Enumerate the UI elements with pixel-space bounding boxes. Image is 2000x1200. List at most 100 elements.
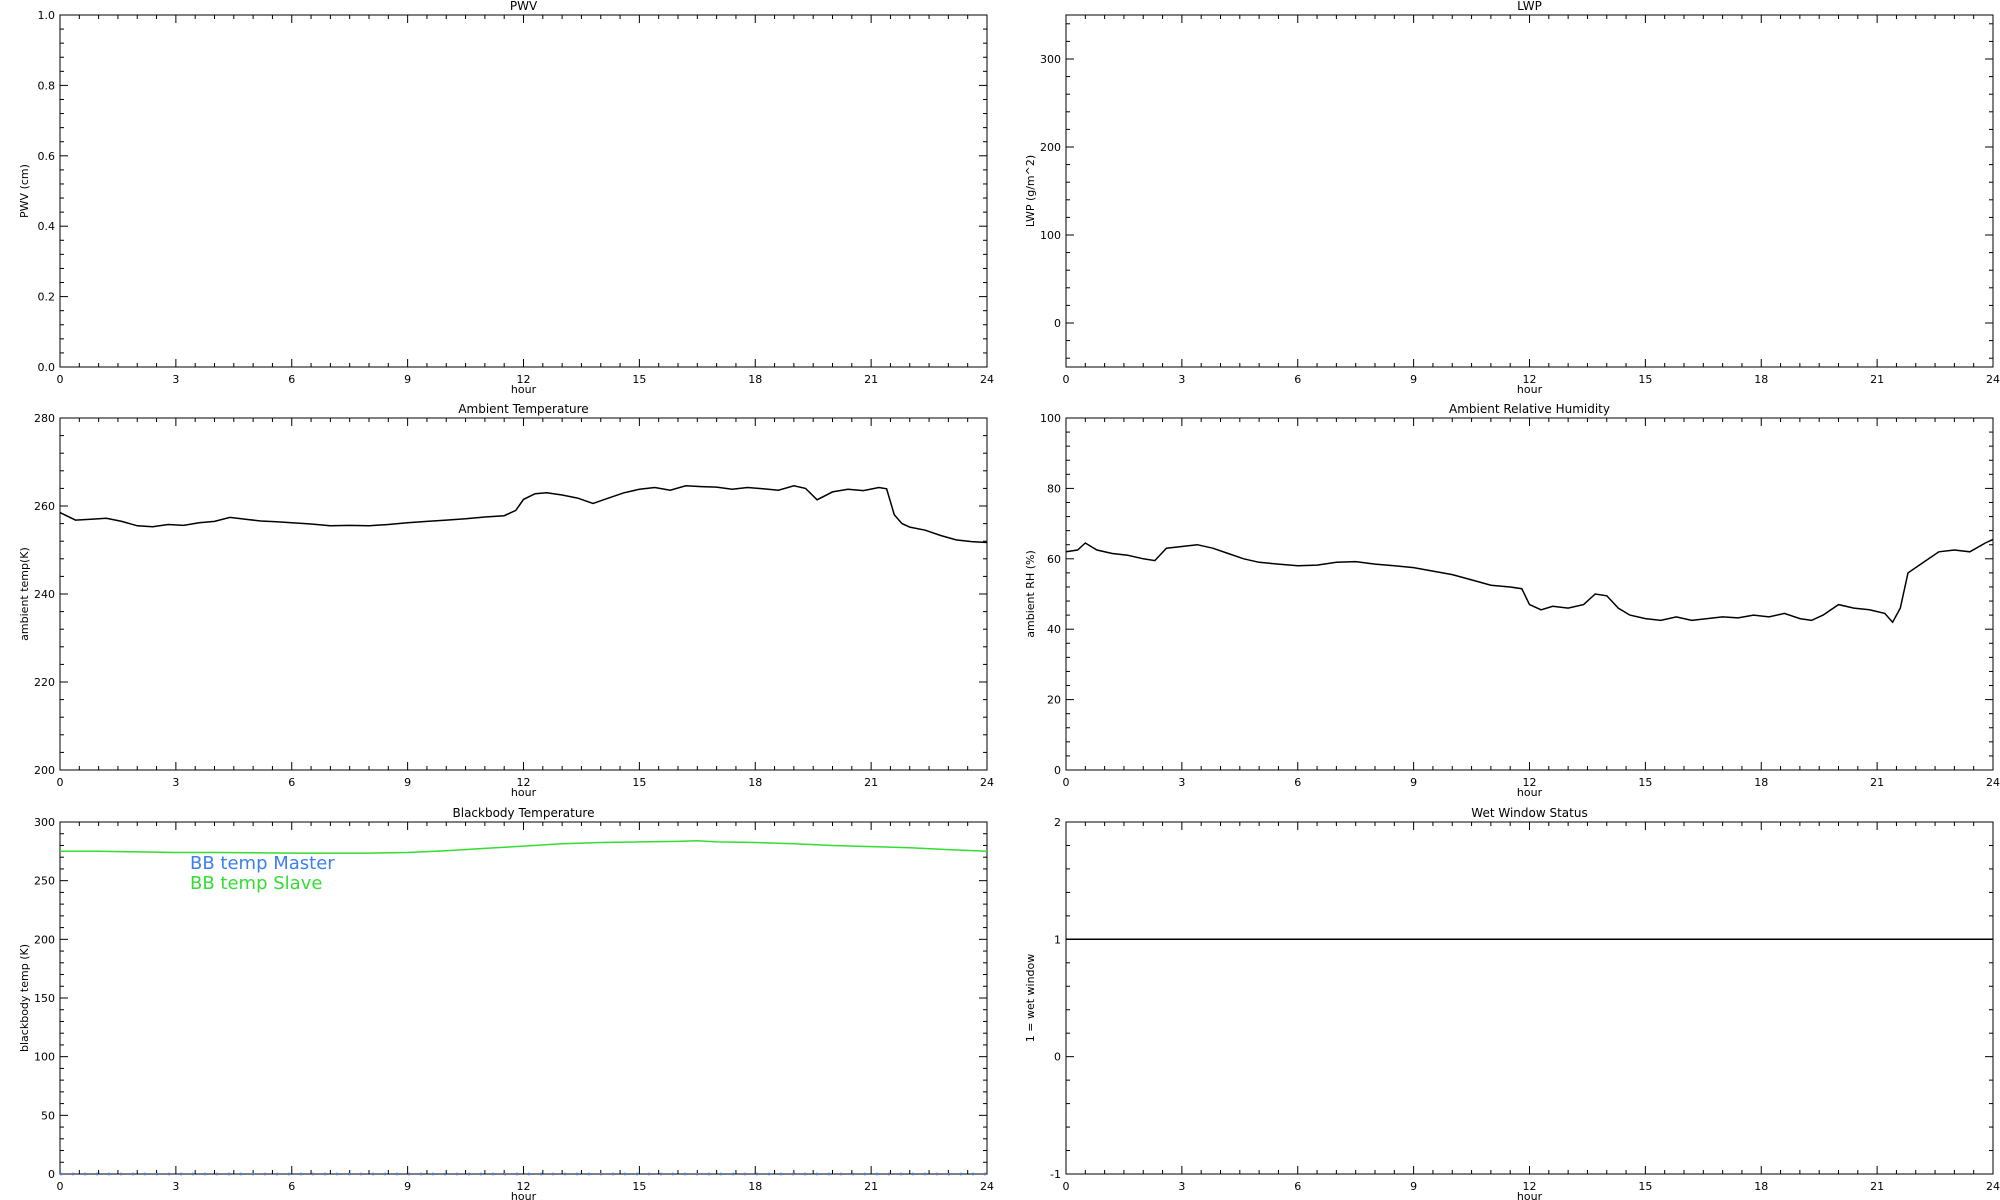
wet-window-status-x-tick-label: 24 [1986,1180,2000,1193]
wet-window-status-y-tick-label: 1 [1054,933,1061,946]
blackbody-temperature-y-tick-label: 0 [48,1168,55,1181]
ambient-relative-humidity-x-tick-label: 9 [1410,776,1417,789]
wet-window-status-y-axis-label: 1 = wet window [1024,954,1037,1043]
ambient-relative-humidity-x-tick-label: 0 [1063,776,1070,789]
ambient-temperature-y-tick-label: 260 [34,500,55,513]
ambient-relative-humidity-y-tick-label: 40 [1047,623,1061,636]
ambient-relative-humidity-series-0-line [1065,538,1994,624]
wet-window-status-x-tick-label: 21 [1870,1180,1884,1193]
legend-entry-bb-temp-slave: BB temp Slave [190,873,322,894]
wet-window-status-x-tick-label: 3 [1178,1180,1185,1193]
lwp-y-tick-label: 100 [1040,229,1061,242]
blackbody-temperature-x-tick-label: 18 [748,1180,762,1193]
ambient-temperature-plot-frame [59,417,988,771]
blackbody-temperature-y-axis-label: blackbody temp (K) [18,944,31,1052]
blackbody-temperature-x-tick-label: 24 [980,1180,994,1193]
blackbody-temperature-x-axis-label: hour [511,1190,537,1200]
wet-window-status-y-tick-label: 0 [1054,1051,1061,1064]
lwp-y-tick-label: 200 [1040,141,1061,154]
lwp-x-tick-label: 15 [1638,373,1652,386]
pwv-x-tick-label: 18 [748,373,762,386]
ambient-temperature-y-axis-label: ambient temp(K) [18,547,31,641]
pwv-x-tick-label: 9 [404,373,411,386]
ambient-temperature-title: Ambient Temperature [458,402,588,416]
pwv-y-tick-label: 0.8 [38,79,56,92]
lwp-x-tick-label: 12 [1523,373,1537,386]
pwv-x-tick-label: 0 [57,373,64,386]
ambient-temperature-x-tick-label: 24 [980,776,994,789]
wet-window-status-x-tick-label: 12 [1523,1180,1537,1193]
ambient-temperature-x-tick-label: 9 [404,776,411,789]
blackbody-temperature-y-tick-label: 300 [34,816,55,829]
ambient-relative-humidity-x-tick-label: 3 [1178,776,1185,789]
pwv-y-tick-label: 1.0 [38,9,56,22]
lwp-x-tick-label: 21 [1870,373,1884,386]
wet-window-status-x-tick-label: 15 [1638,1180,1652,1193]
ambient-relative-humidity-title: Ambient Relative Humidity [1449,402,1610,416]
pwv-x-axis-label: hour [511,383,537,396]
ambient-relative-humidity-x-tick-label: 6 [1294,776,1301,789]
ambient-relative-humidity-y-tick-label: 100 [1040,412,1061,425]
lwp-plot-frame [1065,14,1994,368]
lwp-x-tick-label: 24 [1986,373,2000,386]
ambient-relative-humidity-x-tick-label: 24 [1986,776,2000,789]
ambient-temperature-y-tick-label: 240 [34,588,55,601]
pwv-x-tick-label: 12 [517,373,531,386]
blackbody-temperature-y-tick-label: 250 [34,875,55,888]
lwp-x-tick-label: 18 [1754,373,1768,386]
lwp-y-tick-label: 300 [1040,53,1061,66]
wet-window-status-x-axis-label: hour [1517,1190,1543,1200]
ambient-relative-humidity-x-tick-label: 15 [1638,776,1652,789]
wet-window-status-plot-frame [1065,821,1994,1175]
wet-window-status-x-tick-label: 6 [1294,1180,1301,1193]
lwp-x-tick-label: 0 [1063,373,1070,386]
blackbody-temperature-x-tick-label: 12 [517,1180,531,1193]
ambient-temperature-x-tick-label: 18 [748,776,762,789]
blackbody-temperature-x-tick-label: 15 [632,1180,646,1193]
legend-entry-bb-temp-master: BB temp Master [190,853,335,874]
lwp-y-axis-label: LWP (g/m^2) [1024,155,1037,227]
lwp-y-tick-label: 0 [1054,317,1061,330]
pwv-title: PWV [510,0,538,13]
pwv-panel: PWV 0 3 6 9 12 15 18 21 24 hour 0.0 0.2 0.4 0.6 0.8 1.0 P… [18,0,994,396]
blackbody-temperature-y-tick-label: 50 [41,1109,55,1122]
blackbody-temperature-y-tick-label: 150 [34,992,55,1005]
blackbody-temperature-x-tick-label: 3 [172,1180,179,1193]
lwp-x-axis-label: hour [1517,383,1543,396]
pwv-y-axis-label: PWV (cm) [18,164,31,218]
blackbody-temperature-y-tick-label: 100 [34,1051,55,1064]
ambient-relative-humidity-x-tick-label: 18 [1754,776,1768,789]
ambient-temperature-x-tick-label: 21 [864,776,878,789]
blackbody-temperature-x-tick-label: 9 [404,1180,411,1193]
pwv-x-tick-label: 6 [288,373,295,386]
pwv-y-tick-label: 0.6 [38,150,56,163]
wet-window-status-title: Wet Window Status [1471,806,1587,820]
wet-window-status-y-tick-label: -1 [1050,1168,1061,1181]
wet-window-status-x-tick-label: 18 [1754,1180,1768,1193]
ambient-temperature-x-tick-label: 15 [632,776,646,789]
ambient-relative-humidity-y-tick-label: 60 [1047,553,1061,566]
pwv-x-tick-label: 24 [980,373,994,386]
ambient-relative-humidity-x-axis-label: hour [1517,786,1543,799]
ambient-temperature-x-tick-label: 3 [172,776,179,789]
pwv-y-tick-label: 0.4 [38,220,56,233]
wet-window-status-x-tick-label: 9 [1410,1180,1417,1193]
blackbody-temperature-x-tick-label: 21 [864,1180,878,1193]
pwv-x-tick-label: 15 [632,373,646,386]
ambient-relative-humidity-y-tick-label: 80 [1047,482,1061,495]
ambient-relative-humidity-x-tick-label: 21 [1870,776,1884,789]
ambient-temperature-panel: Ambient Temperature 0 3 6 9 12 15 18 21 24 hour 200… [18,402,994,799]
ambient-temperature-x-axis-label: hour [511,786,537,799]
ambient-temperature-y-tick-label: 280 [34,412,55,425]
lwp-x-tick-label: 6 [1294,373,1301,386]
blackbody-temperature-series-bb-temp-slave-line [60,840,988,854]
ambient-relative-humidity-plot-frame [1065,417,1994,771]
blackbody-temperature-title: Blackbody Temperature [453,806,595,820]
ambient-relative-humidity-y-tick-label: 0 [1054,764,1061,777]
ambient-relative-humidity-panel: Ambient Relative Humidity 0 3 6 9 12 15 18 21 24 h… [1024,402,2000,799]
ambient-relative-humidity-x-tick-label: 12 [1523,776,1537,789]
pwv-y-tick-label: 0.0 [38,361,56,374]
ambient-temperature-x-tick-label: 6 [288,776,295,789]
